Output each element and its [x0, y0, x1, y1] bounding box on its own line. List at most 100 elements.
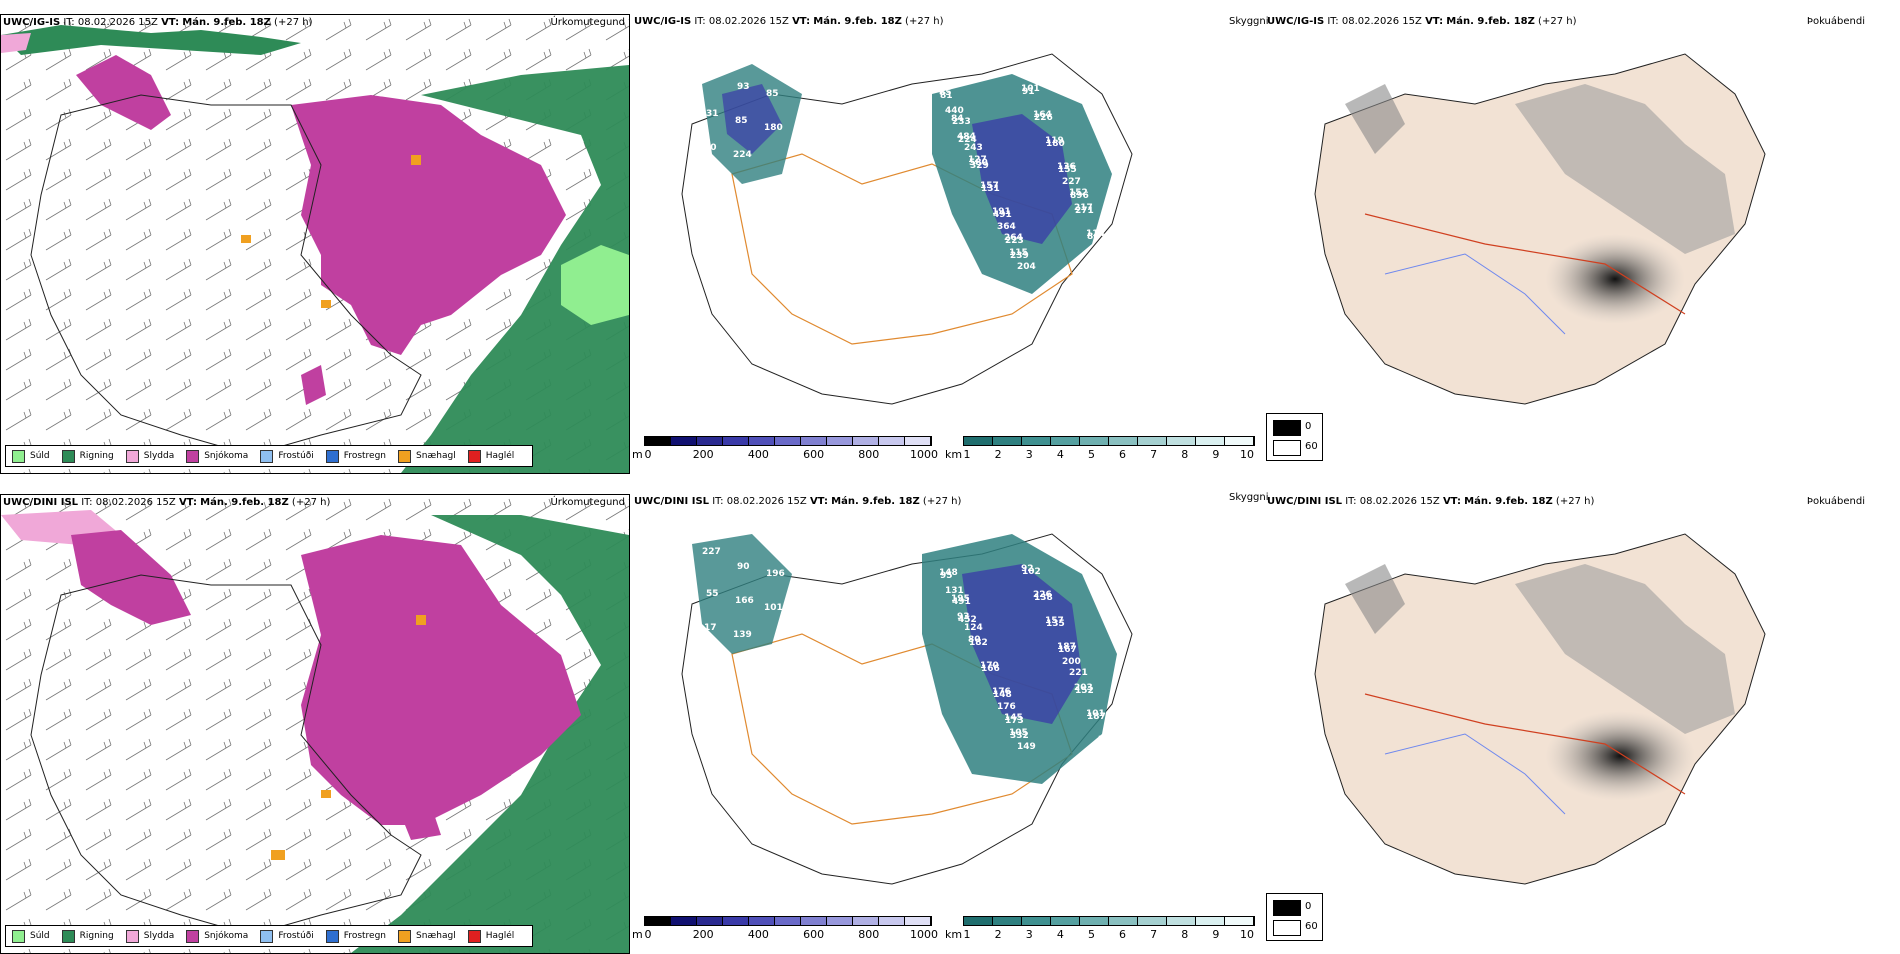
elevation-label: 90	[704, 143, 717, 153]
colorbar-segment	[879, 437, 905, 445]
legend-item-hagle: Haglél	[467, 449, 514, 463]
legend-item-rigning: Rigning	[61, 449, 114, 463]
colorbar-tick-label: 10	[1240, 448, 1254, 461]
elevation-label: 187	[1087, 712, 1106, 722]
colorbar-tick-label: 6	[1119, 448, 1127, 461]
colorbar-tick-label: 400	[747, 448, 769, 461]
colorbar-segment	[853, 437, 879, 445]
colorbar-segment	[749, 437, 775, 445]
elevation-label: 101	[1021, 84, 1040, 94]
colorbar-segment	[1167, 917, 1196, 925]
elevation-label: 138	[1034, 593, 1053, 603]
height-bar	[644, 916, 932, 926]
colorbar-tick-label: 200	[692, 928, 714, 941]
elevation-label: 176	[992, 687, 1011, 697]
elevation-label: 364	[997, 222, 1016, 232]
legend-item-sudl: Súld	[12, 929, 50, 943]
elevation-label: 86	[1087, 232, 1100, 242]
elevation-label: 224	[733, 150, 752, 160]
elevation-label: 157	[980, 181, 999, 191]
colorbar-tick-label: 1	[963, 928, 971, 941]
elevation-label: 135	[1046, 619, 1065, 629]
colorbar-tick-label: 8	[1181, 928, 1189, 941]
panel-type-label: Þokuábendi	[1806, 16, 1865, 27]
colorbar-tick-label: 9	[1212, 448, 1220, 461]
colorbar-segment	[671, 437, 697, 445]
visibility-colorbar: km 1 2 3 4 5 6 7 8 9 10	[945, 916, 1265, 946]
visibility-colorbar: km 1 2 3 4 5 6 7 8 9 10	[945, 436, 1265, 466]
visibility-ticks: 1 2 3 4 5 6 7 8 9 10	[963, 448, 1255, 462]
legend-item-frostregn: Frostregn	[325, 449, 386, 463]
colorbar-segment	[879, 917, 905, 925]
elevation-label: 85	[766, 89, 779, 99]
colorbar-tick-label: 400	[747, 928, 769, 941]
colorbar-segment	[964, 437, 993, 445]
elevation-label: 167	[1058, 645, 1077, 655]
elevation-label: 127	[859, 698, 878, 708]
colorbar-segment	[645, 917, 671, 925]
precip-legend: Súld Rigning Slydda Snjókoma Frostúði Fr…	[5, 445, 534, 467]
elevation-label: 226	[1034, 113, 1053, 123]
elevation-label: 152	[1069, 188, 1088, 198]
elevation-label: 332	[1010, 731, 1029, 741]
elevation-label: 243	[964, 143, 983, 153]
visibility-bar	[963, 916, 1255, 926]
colorbar-segment	[1080, 917, 1109, 925]
colorbar-segment	[1109, 437, 1138, 445]
colorbar-segment	[1225, 437, 1254, 445]
colorbar-segment	[723, 917, 749, 925]
elevation-label: 55	[706, 589, 719, 599]
colorbar-tick-label: 9	[1212, 928, 1220, 941]
elevation-labels: 118 224 180 90 85 85 31 93 364 127 85 115 157 84 101 19…	[702, 67, 1118, 367]
elevation-label: 93	[737, 82, 750, 92]
legend-item-snjokoma: Snjókoma	[186, 449, 248, 463]
colorbar-tick-label: 0	[644, 448, 652, 461]
fog-panel-ig: UWC/IG-IS IT: 08.02.2026 15Z VT: Mán. 9.…	[1265, 14, 1895, 474]
elevation-label: 118	[1098, 255, 1117, 265]
fog-panel-dini: UWC/DINI ISL IT: 08.02.2026 15Z VT: Mán.…	[1265, 494, 1895, 954]
elevation-label: 118	[702, 67, 721, 77]
elevation-label: 102	[1022, 567, 1041, 577]
precip-legend: Súld Rigning Slydda Snjókoma Frostúði Fr…	[5, 925, 534, 947]
elevation-label: 180	[1046, 139, 1065, 149]
elevation-label: 131	[945, 586, 964, 596]
colorbar-segment	[1022, 917, 1051, 925]
elevation-label: 170	[980, 661, 999, 671]
elevation-label: 187	[1057, 642, 1076, 652]
colorbar-tick-label: 600	[803, 448, 825, 461]
fog-legend: 0 60	[1266, 413, 1323, 461]
height-bar	[644, 436, 932, 446]
elevation-label: 124	[964, 623, 983, 633]
elevation-label: 227	[1062, 177, 1081, 187]
elevation-label: 95	[940, 571, 953, 581]
height-colorbar: m 0 200 400 600 800 1000	[632, 436, 942, 466]
elevation-label: 224	[958, 135, 977, 145]
elevation-label: 114	[1086, 229, 1105, 239]
visibility-map: 227 139 101 17 166 196 55 90 176 80 148 105 170 195 92…	[681, 533, 1133, 885]
colorbar-segment	[801, 437, 827, 445]
colorbar-segment	[1051, 917, 1080, 925]
legend-item-frostudi: Frostúði	[260, 449, 314, 463]
colorbar-segment	[1225, 917, 1254, 925]
elevation-label: 17	[704, 623, 717, 633]
elevation-label: 115	[1009, 248, 1028, 258]
visibility-ticks: 1 2 3 4 5 6 7 8 9 10	[963, 928, 1255, 942]
colorbar-segment	[964, 917, 993, 925]
elevation-label: 94	[860, 671, 873, 681]
height-unit: m	[632, 928, 643, 941]
elevation-label: 226	[1033, 590, 1052, 600]
colorbar-tick-label: 1	[963, 448, 971, 461]
elevation-label: 329	[970, 161, 989, 171]
elevation-label: 85	[939, 88, 952, 98]
colorbar-segment	[993, 437, 1022, 445]
elevation-label: 221	[1069, 668, 1088, 678]
legend-item-snjokoma: Snjókoma	[186, 929, 248, 943]
elevation-label: 85	[735, 116, 748, 126]
fog-index-map	[1314, 533, 1766, 885]
legend-item-snaehagl: Snæhagl	[398, 449, 456, 463]
colorbar-tick-label: 7	[1150, 928, 1158, 941]
colorbar-tick-label: 4	[1056, 928, 1064, 941]
elevation-label: 491	[952, 597, 971, 607]
colorbar-tick-label: 200	[692, 448, 714, 461]
elevation-label: 247	[892, 357, 911, 367]
